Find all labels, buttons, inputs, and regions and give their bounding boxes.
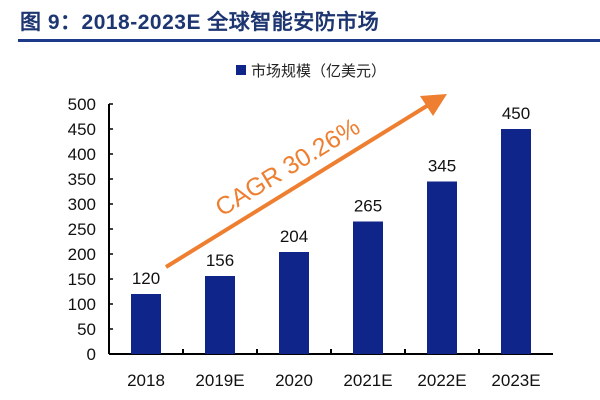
bar-2021E — [353, 221, 383, 354]
data-label: 345 — [428, 157, 456, 176]
y-tick-label: 200 — [68, 245, 96, 264]
y-tick-label: 0 — [87, 345, 96, 364]
x-tick-label: 2021E — [343, 371, 392, 390]
data-label: 204 — [280, 227, 308, 246]
title-underline — [18, 39, 600, 42]
x-tick-label: 2019E — [195, 371, 244, 390]
data-label: 450 — [502, 104, 530, 123]
x-tick-label: 2020 — [275, 371, 313, 390]
y-tick-label: 350 — [68, 170, 96, 189]
y-tick-label: 50 — [77, 320, 96, 339]
figure-title: 图 9：2018-2023E 全球智能安防市场 — [20, 11, 380, 34]
cagr-annotation: CAGR 30.26% — [211, 113, 365, 223]
data-label: 120 — [132, 269, 160, 288]
legend-label: 市场规模（亿美元） — [251, 63, 386, 80]
y-tick-label: 400 — [68, 145, 96, 164]
legend-swatch — [236, 65, 246, 75]
y-tick-label: 150 — [68, 270, 96, 289]
x-tick-label: 2022E — [417, 371, 466, 390]
data-label: 156 — [206, 251, 234, 270]
legend: 市场规模（亿美元） — [236, 63, 386, 80]
y-tick-label: 300 — [68, 195, 96, 214]
y-tick-label: 500 — [68, 95, 96, 114]
x-tick-label: 2023E — [491, 371, 540, 390]
y-tick-label: 100 — [68, 295, 96, 314]
bar-2022E — [427, 181, 457, 354]
x-tick-label: 2018 — [127, 371, 165, 390]
y-tick-label: 450 — [68, 120, 96, 139]
data-label: 265 — [354, 197, 382, 216]
bar-2019E — [205, 276, 235, 354]
y-tick-label: 250 — [68, 220, 96, 239]
cagr-arrow-line — [164, 102, 432, 269]
bar-2020 — [279, 252, 309, 354]
cagr-arrowhead — [420, 94, 447, 116]
bar-2023E — [501, 129, 531, 354]
bar-2018 — [131, 294, 161, 354]
